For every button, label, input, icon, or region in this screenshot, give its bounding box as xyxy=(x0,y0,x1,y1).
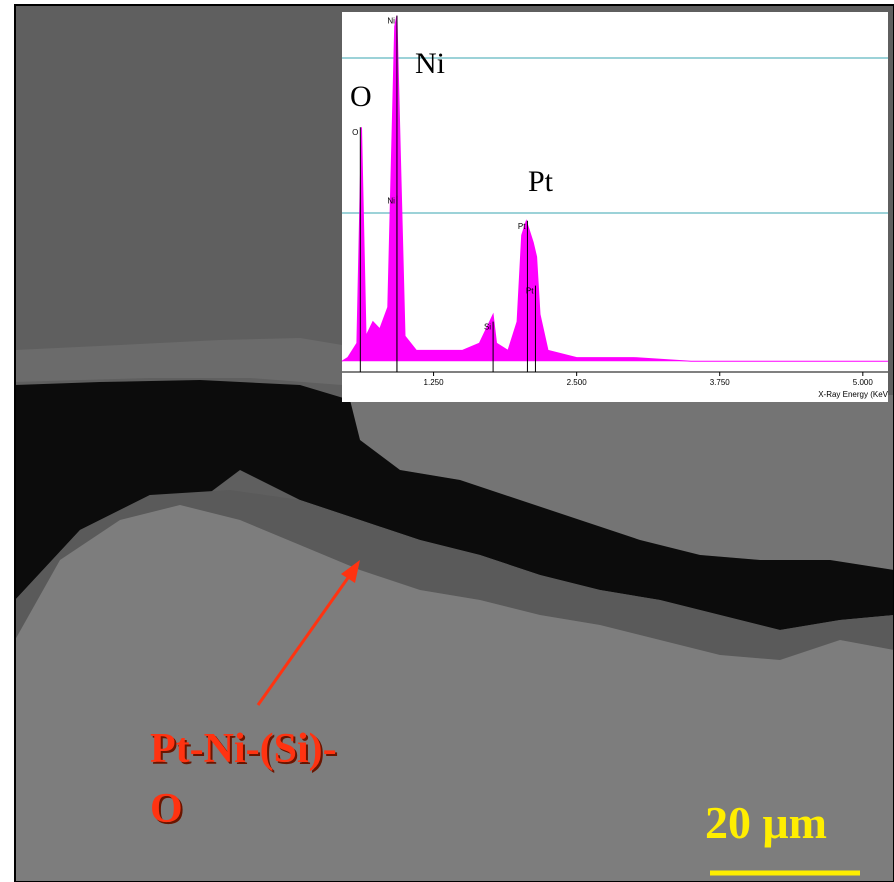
element-label: Ni xyxy=(415,47,445,80)
element-marker-label: O xyxy=(352,128,358,137)
x-tick-label: 3.750 xyxy=(710,378,731,387)
arrow-shaft xyxy=(256,574,352,706)
x-axis-label: X-Ray Energy (KeV xyxy=(818,390,888,399)
scale-bar: 20 μm xyxy=(705,797,860,876)
interface-band xyxy=(15,338,342,385)
oxide-scale xyxy=(15,490,894,660)
x-tick-label: 5.000 xyxy=(853,378,874,387)
upper-right-scale xyxy=(350,395,894,570)
eds-inset: 1.250 2.500 3.750 5.000 X-Ray Energy (KeV O Ni… xyxy=(341,12,889,402)
x-tick-label: 1.250 xyxy=(424,378,445,387)
element-marker-label: Pt xyxy=(518,222,526,231)
element-label: O xyxy=(350,80,372,113)
scale-bar-label: 20 μm xyxy=(705,797,827,848)
element-marker-label: Pt xyxy=(526,287,534,296)
annotation-text: Pt-Ni-(Si)- xyxy=(150,726,337,772)
annotation: Pt-Ni-(Si)- O xyxy=(150,560,360,832)
arrow-head xyxy=(341,560,360,583)
element-marker-label: Ni xyxy=(387,17,395,26)
element-label: Pt xyxy=(528,165,554,198)
element-marker-label: Si xyxy=(484,323,491,332)
inset-background xyxy=(342,12,888,402)
annotation-text: O xyxy=(150,786,183,832)
crack xyxy=(15,380,894,630)
image-border xyxy=(14,4,894,882)
lower-alloy xyxy=(15,505,894,882)
x-tick-label: 2.500 xyxy=(567,378,588,387)
element-marker-label: Ni xyxy=(387,197,395,206)
